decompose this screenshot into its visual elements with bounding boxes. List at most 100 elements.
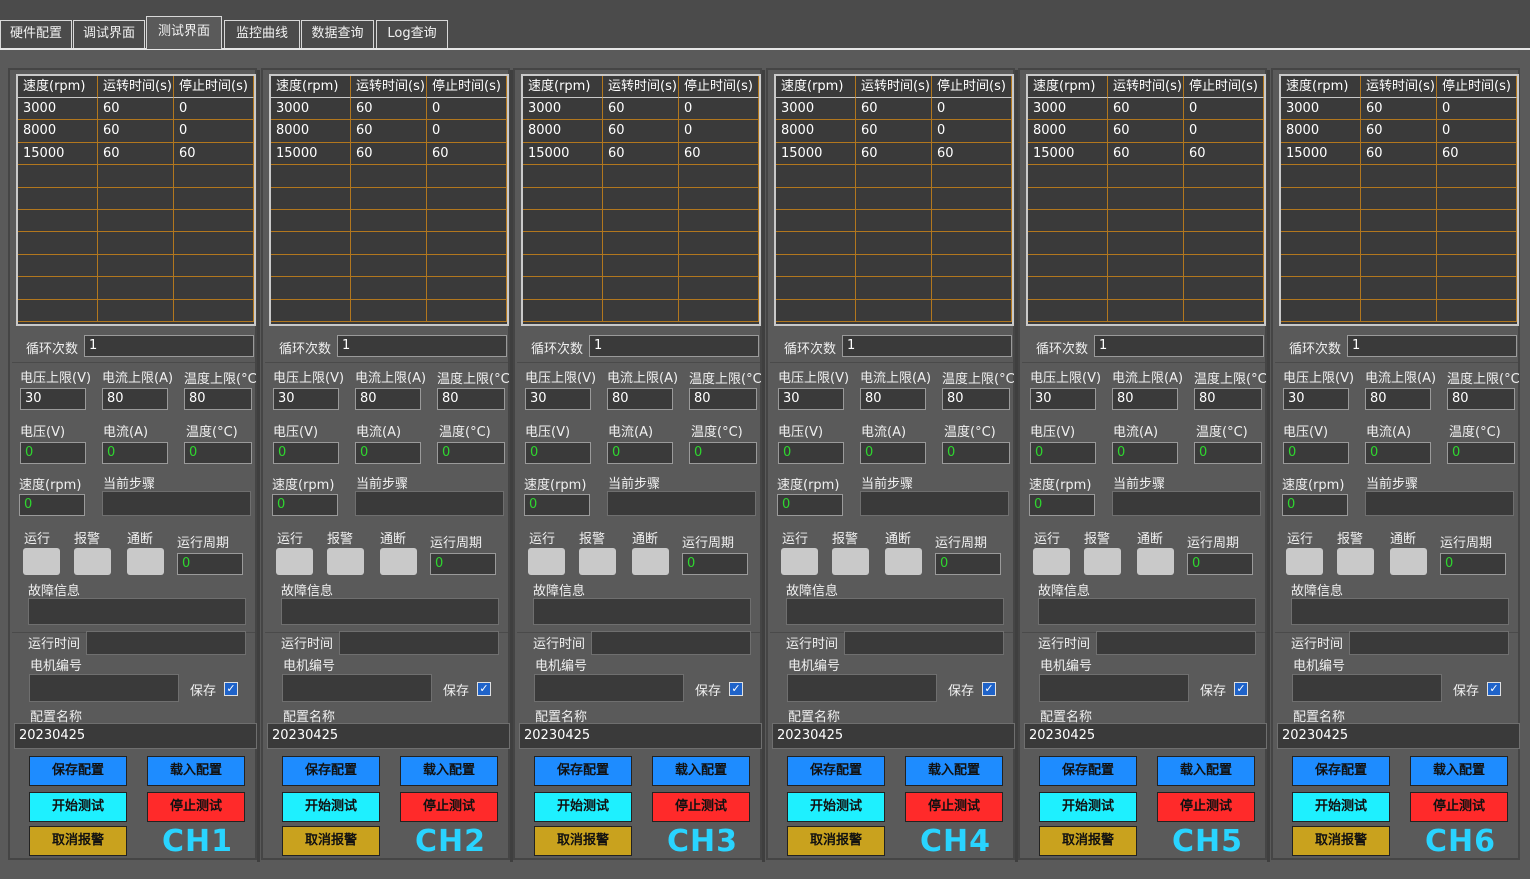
cancel-alarm-button[interactable]: 取消报警 (787, 826, 885, 856)
table-cell[interactable]: 60 (603, 120, 679, 143)
table-cell[interactable]: 0 (679, 98, 759, 121)
save-checkbox[interactable]: ✓ (1487, 682, 1501, 696)
load-config-button[interactable]: 载入配置 (652, 756, 750, 786)
table-cell[interactable]: 60 (351, 120, 427, 143)
table-cell[interactable]: 0 (1184, 98, 1264, 121)
save-checkbox[interactable]: ✓ (1234, 682, 1248, 696)
table-cell[interactable]: 15000 (1028, 142, 1108, 166)
load-config-button[interactable]: 载入配置 (400, 756, 498, 786)
table-cell[interactable] (776, 187, 856, 210)
voltage-limit-input[interactable]: 30 (20, 388, 86, 410)
table-cell[interactable] (523, 277, 603, 300)
table-cell[interactable] (427, 165, 507, 188)
table-cell[interactable]: 3000 (1281, 98, 1361, 121)
table-cell[interactable] (351, 187, 427, 210)
table-cell[interactable]: 60 (603, 142, 679, 166)
table-cell[interactable]: 60 (856, 142, 932, 166)
load-config-button[interactable]: 载入配置 (905, 756, 1003, 786)
step-table[interactable]: 速度(rpm) 运转时间(s) 停止时间(s) 3000 60 0 8000 60 0 15000… (16, 74, 256, 326)
table-cell[interactable]: 60 (427, 142, 507, 166)
table-cell[interactable] (523, 165, 603, 188)
table-cell[interactable] (1437, 165, 1517, 188)
table-cell[interactable] (776, 165, 856, 188)
stop-test-button[interactable]: 停止测试 (905, 792, 1003, 822)
cycle-input[interactable]: 1 (842, 335, 1012, 357)
table-cell[interactable] (1281, 299, 1361, 322)
table-cell[interactable]: 0 (1184, 120, 1264, 143)
table-cell[interactable] (174, 165, 254, 188)
voltage-limit-input[interactable]: 30 (1283, 388, 1349, 410)
load-config-button[interactable]: 载入配置 (1410, 756, 1508, 786)
table-cell[interactable] (271, 165, 351, 188)
table-cell[interactable] (856, 299, 932, 322)
table-cell[interactable] (1437, 187, 1517, 210)
table-cell[interactable] (603, 299, 679, 322)
table-cell[interactable] (523, 187, 603, 210)
table-cell[interactable]: 60 (1437, 142, 1517, 166)
table-cell[interactable] (427, 299, 507, 322)
table-cell[interactable]: 8000 (1281, 120, 1361, 143)
step-table[interactable]: 速度(rpm) 运转时间(s) 停止时间(s) 3000 60 0 8000 60 0 15000… (269, 74, 509, 326)
table-cell[interactable] (1361, 254, 1437, 278)
temp-limit-input[interactable]: 80 (689, 388, 757, 410)
table-cell[interactable] (1437, 210, 1517, 233)
start-test-button[interactable]: 开始测试 (534, 792, 632, 822)
step-table[interactable]: 速度(rpm) 运转时间(s) 停止时间(s) 3000 60 0 8000 60 0 15000… (521, 74, 761, 326)
voltage-limit-input[interactable]: 30 (778, 388, 844, 410)
table-cell[interactable]: 15000 (18, 142, 98, 166)
table-cell[interactable] (523, 254, 603, 278)
table-cell[interactable] (98, 254, 174, 278)
cycle-input[interactable]: 1 (337, 335, 507, 357)
table-cell[interactable] (679, 254, 759, 278)
table-cell[interactable]: 3000 (776, 98, 856, 121)
table-cell[interactable] (174, 210, 254, 233)
table-cell[interactable] (1361, 277, 1437, 300)
table-cell[interactable] (1028, 187, 1108, 210)
table-cell[interactable] (1437, 232, 1517, 255)
start-test-button[interactable]: 开始测试 (29, 792, 127, 822)
table-cell[interactable] (18, 254, 98, 278)
table-cell[interactable] (351, 165, 427, 188)
table-cell[interactable]: 3000 (1028, 98, 1108, 121)
table-cell[interactable] (679, 232, 759, 255)
table-cell[interactable]: 8000 (18, 120, 98, 143)
save-checkbox[interactable]: ✓ (982, 682, 996, 696)
table-cell[interactable] (98, 210, 174, 233)
table-cell[interactable]: 60 (1108, 120, 1184, 143)
table-cell[interactable] (1108, 187, 1184, 210)
save-config-button[interactable]: 保存配置 (1292, 756, 1390, 786)
stop-test-button[interactable]: 停止测试 (147, 792, 245, 822)
step-table[interactable]: 速度(rpm) 运转时间(s) 停止时间(s) 3000 60 0 8000 60 0 15000… (1026, 74, 1266, 326)
table-cell[interactable]: 60 (351, 142, 427, 166)
table-cell[interactable] (856, 187, 932, 210)
current-limit-input[interactable]: 80 (102, 388, 168, 410)
table-cell[interactable]: 15000 (776, 142, 856, 166)
table-cell[interactable] (523, 299, 603, 322)
voltage-limit-input[interactable]: 30 (1030, 388, 1096, 410)
table-cell[interactable] (776, 299, 856, 322)
temp-limit-input[interactable]: 80 (1447, 388, 1515, 410)
table-cell[interactable] (679, 210, 759, 233)
config-name-input[interactable]: 20230425 (14, 723, 257, 749)
table-cell[interactable] (1184, 165, 1264, 188)
config-name-input[interactable]: 20230425 (1024, 723, 1267, 749)
table-cell[interactable] (98, 232, 174, 255)
table-cell[interactable] (427, 254, 507, 278)
current-limit-input[interactable]: 80 (1365, 388, 1431, 410)
table-cell[interactable]: 0 (1437, 98, 1517, 121)
table-cell[interactable] (351, 299, 427, 322)
tab-monitor-curve[interactable]: 监控曲线 (224, 20, 300, 48)
table-cell[interactable] (523, 232, 603, 255)
table-cell[interactable]: 60 (856, 120, 932, 143)
table-cell[interactable] (776, 210, 856, 233)
current-limit-input[interactable]: 80 (355, 388, 421, 410)
table-cell[interactable] (1281, 277, 1361, 300)
table-cell[interactable] (856, 277, 932, 300)
table-cell[interactable] (1437, 254, 1517, 278)
tab-test[interactable]: 测试界面 (146, 16, 222, 49)
table-cell[interactable] (351, 254, 427, 278)
table-cell[interactable] (98, 165, 174, 188)
save-checkbox[interactable]: ✓ (729, 682, 743, 696)
save-config-button[interactable]: 保存配置 (282, 756, 380, 786)
table-cell[interactable] (1281, 165, 1361, 188)
